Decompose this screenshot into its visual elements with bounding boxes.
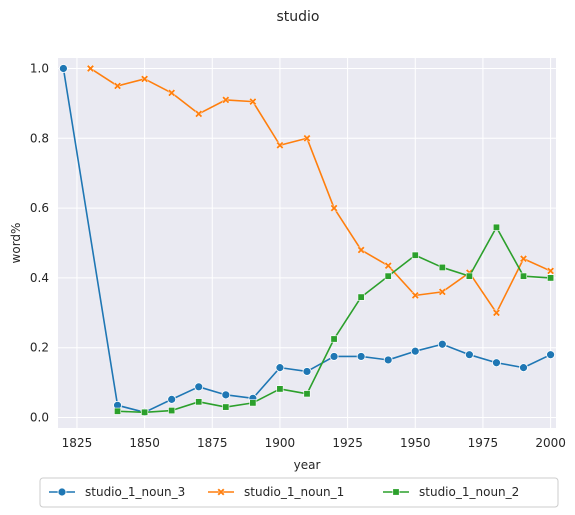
data-point [464, 350, 474, 360]
x-tick-label: 1925 [332, 436, 363, 450]
y-axis-label: word% [9, 223, 23, 264]
data-point [357, 293, 365, 301]
chart-title: studio [277, 9, 320, 25]
legend-entry: studio_1_noun_1 [208, 485, 344, 499]
series-layer [59, 64, 555, 417]
data-point [59, 64, 68, 73]
data-point [411, 291, 420, 300]
data-point [221, 390, 231, 400]
data-point [356, 352, 366, 361]
legend-entry: studio_1_noun_3 [49, 485, 185, 499]
data-point [275, 363, 285, 373]
data-point [329, 352, 339, 361]
data-point [276, 141, 284, 150]
data-point [383, 355, 393, 365]
x-axis-label: year [294, 458, 321, 472]
series-studio_1_noun_2 [114, 223, 555, 416]
x-tick-label: 2000 [535, 436, 566, 450]
x-tick-labels: 1825 1850 1875 1900 1925 1950 1975 2000 [62, 436, 566, 450]
data-point [302, 367, 312, 376]
data-point [141, 408, 149, 416]
data-point [492, 358, 501, 368]
data-point [222, 403, 230, 411]
legend-marker [57, 487, 67, 497]
y-tick-label: 0.0 [30, 411, 49, 425]
data-point [384, 272, 392, 280]
data-point [86, 64, 95, 73]
data-point [411, 251, 419, 259]
x-tick-label: 1875 [197, 436, 228, 450]
y-tick-label: 0.2 [30, 341, 49, 355]
data-point [410, 346, 420, 356]
data-point [303, 390, 311, 398]
data-point [221, 96, 230, 104]
data-point [276, 385, 284, 393]
data-point [438, 287, 447, 296]
data-point [384, 261, 393, 270]
data-point [140, 75, 149, 83]
data-point [438, 263, 446, 271]
legend-marker [217, 488, 225, 496]
y-tick-label: 1.0 [30, 61, 49, 75]
data-point [330, 204, 338, 212]
data-point [113, 82, 122, 90]
data-point [546, 350, 555, 360]
legend-label: studio_1_noun_3 [85, 485, 185, 499]
data-point [168, 407, 176, 415]
legend-marker [392, 488, 400, 496]
data-point [546, 267, 555, 275]
data-point [492, 308, 501, 317]
data-point [194, 382, 204, 392]
y-tick-labels: 0.0 0.2 0.4 0.6 0.8 1.0 [30, 61, 49, 424]
data-point [114, 407, 122, 415]
data-point [195, 398, 203, 406]
data-point [167, 89, 176, 97]
data-point [520, 272, 528, 280]
data-point [167, 394, 177, 404]
series-line [62, 68, 551, 414]
data-point [357, 246, 366, 254]
y-tick-label: 0.8 [30, 131, 49, 145]
data-point [330, 335, 338, 343]
y-tick-label: 0.6 [30, 201, 49, 215]
x-tick-label: 1975 [468, 436, 499, 450]
legend-entry: studio_1_noun_2 [383, 485, 519, 499]
data-point [492, 223, 500, 231]
x-tick-label: 1950 [400, 436, 431, 450]
data-point [465, 272, 473, 280]
data-point [519, 254, 528, 263]
data-point [437, 339, 447, 349]
data-point [303, 134, 311, 143]
series-line [90, 67, 551, 314]
y-tick-label: 0.4 [30, 271, 49, 285]
data-point [249, 399, 257, 407]
plot-background [58, 58, 556, 428]
data-point [194, 109, 203, 118]
legend-label: studio_1_noun_2 [419, 485, 519, 499]
x-tick-label: 1850 [129, 436, 160, 450]
data-point [519, 363, 528, 373]
data-point [248, 97, 257, 106]
legend-label: studio_1_noun_1 [244, 485, 344, 499]
legend-frame [39, 477, 559, 508]
legend: studio_1_noun_3 studio_1_noun_1 studio_1_n… [39, 477, 559, 508]
x-tick-label: 1825 [62, 436, 93, 450]
series-studio_1_noun_1 [86, 64, 555, 317]
data-point [547, 274, 555, 282]
x-tick-label: 1900 [265, 436, 296, 450]
